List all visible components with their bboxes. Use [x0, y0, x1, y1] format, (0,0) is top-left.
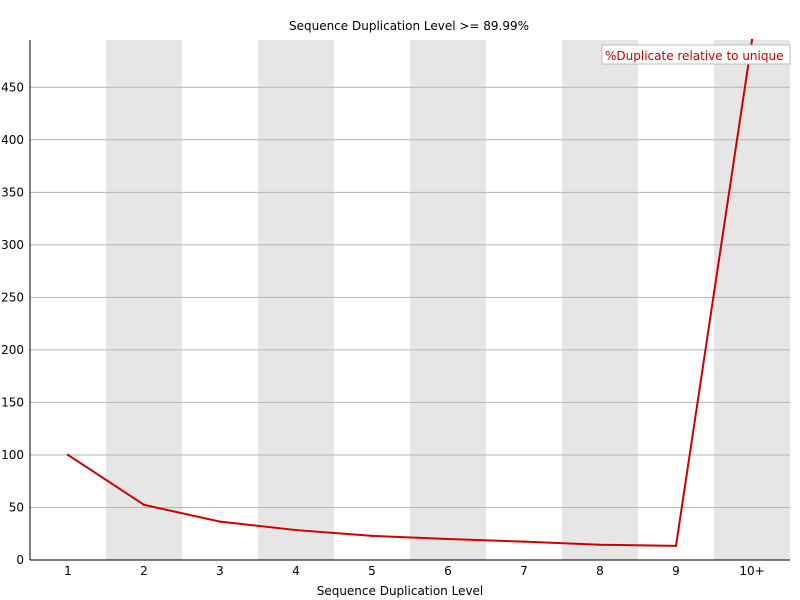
y-tick-label: 250 — [1, 290, 24, 304]
data-point — [66, 453, 70, 457]
y-tick-label: 200 — [1, 343, 24, 357]
x-tick-label: 10+ — [739, 564, 764, 578]
category-band — [258, 40, 334, 560]
x-tick-labels: 1 2 3 4 5 6 7 8 9 10+ — [64, 564, 764, 578]
x-tick-label: 7 — [520, 564, 528, 578]
x-tick-label: 1 — [64, 564, 72, 578]
y-tick-label: 400 — [1, 133, 24, 147]
x-tick-label: 2 — [140, 564, 148, 578]
data-point — [142, 503, 146, 507]
category-bands — [106, 40, 790, 560]
legend-label: %Duplicate relative to unique — [605, 49, 783, 63]
y-tick-label: 300 — [1, 238, 24, 252]
data-point — [598, 543, 602, 546]
x-tick-label: 5 — [368, 564, 376, 578]
series-line — [67, 39, 753, 547]
category-band — [714, 40, 790, 560]
data-point — [674, 544, 678, 548]
y-tick-label: 150 — [1, 395, 24, 409]
category-band — [562, 40, 638, 560]
x-tick-label: 8 — [596, 564, 604, 578]
x-tick-label: 9 — [672, 564, 680, 578]
x-tick-label: 6 — [444, 564, 452, 578]
y-tick-label: 0 — [16, 553, 24, 567]
y-tick-label: 450 — [1, 80, 24, 94]
data-point — [218, 520, 222, 523]
legend-box — [601, 44, 791, 65]
data-point — [446, 537, 450, 541]
y-tick-label: 100 — [1, 448, 24, 462]
x-tick-label: 4 — [292, 564, 300, 578]
x-tick-label: 3 — [216, 564, 224, 578]
data-point — [522, 540, 526, 543]
category-band — [410, 40, 486, 560]
y-tick-labels: 0 50 100 150 200 250 300 350 400 450 — [1, 80, 24, 567]
series-layer — [66, 38, 754, 548]
y-tick-label: 50 — [9, 500, 24, 514]
category-band — [106, 40, 182, 560]
y-tick-label: 350 — [1, 185, 24, 199]
legend: %Duplicate relative to unique — [601, 44, 791, 65]
x-axis-label: Sequence Duplication Level — [317, 584, 484, 598]
data-point — [294, 528, 298, 532]
gridlines — [30, 86, 790, 508]
data-point — [370, 534, 374, 538]
chart-title: Sequence Duplication Level >= 89.99% — [289, 19, 529, 33]
data-point — [750, 38, 754, 42]
